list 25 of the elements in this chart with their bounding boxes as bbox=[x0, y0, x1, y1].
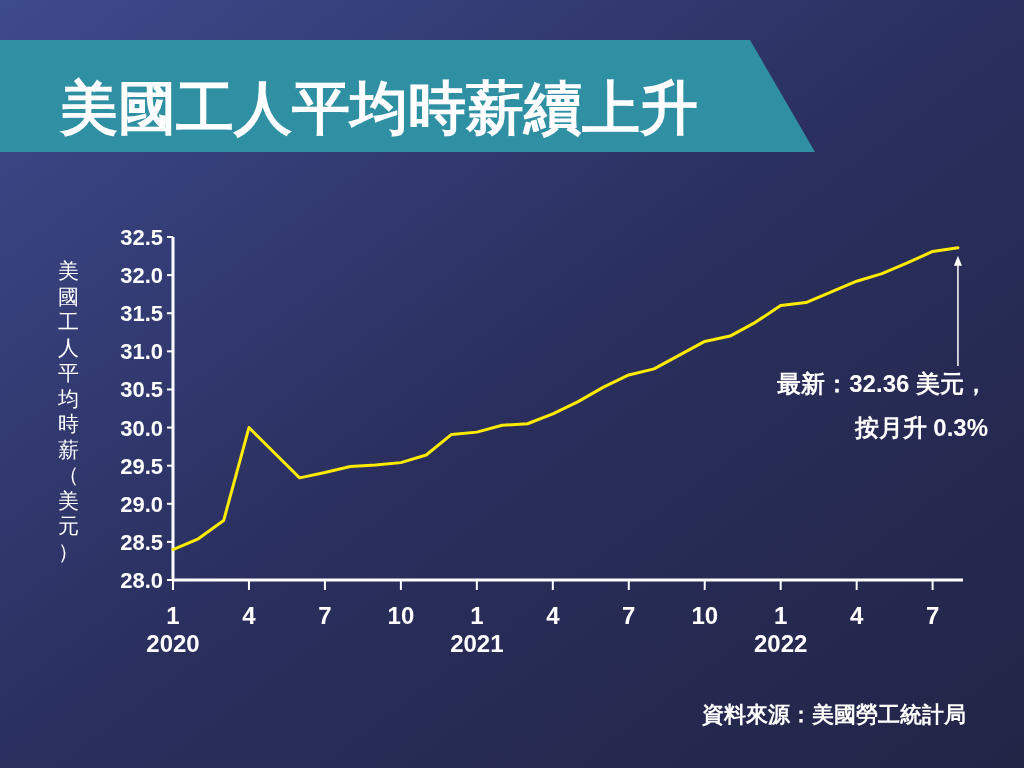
y-tick-label: 29.5 bbox=[120, 453, 163, 479]
x-tick-label: 7 bbox=[622, 602, 636, 629]
text: 美國工人平均時薪（美元） bbox=[57, 259, 79, 563]
chart-title: 美國工人平均時薪續上升 bbox=[59, 75, 698, 140]
x-tick-label: 10 bbox=[691, 602, 719, 629]
y-tick-label: 30.0 bbox=[120, 415, 163, 441]
x-tick-label: 1 2021 bbox=[450, 602, 504, 657]
x-tick-label: 7 bbox=[925, 602, 940, 629]
x-tick-label: 7 bbox=[318, 602, 332, 629]
y-tick-label: 32.0 bbox=[120, 263, 163, 289]
x-tick-label: 1 2022 bbox=[754, 602, 808, 657]
source-note: 資料來源：美國勞工統計局 bbox=[701, 702, 966, 727]
x-tick-label: 1 2020 bbox=[146, 602, 200, 657]
y-tick-label: 32.5 bbox=[120, 225, 163, 250]
y-tick-label: 28.0 bbox=[120, 568, 163, 593]
y-tick-label: 31.0 bbox=[120, 339, 163, 365]
y-tick-label: 29.0 bbox=[120, 491, 163, 517]
annotation: 最新：32.36 美元，按月升 0.3% bbox=[776, 370, 988, 441]
x-tick-label: 4 bbox=[849, 602, 864, 629]
y-tick-label: 31.5 bbox=[120, 301, 163, 327]
y-tick-label: 30.5 bbox=[120, 377, 163, 403]
x-tick-label: 4 bbox=[242, 602, 257, 629]
x-tick-label: 4 bbox=[546, 602, 561, 629]
y-tick-label: 28.5 bbox=[120, 529, 163, 555]
x-tick-label: 10 bbox=[387, 602, 415, 629]
